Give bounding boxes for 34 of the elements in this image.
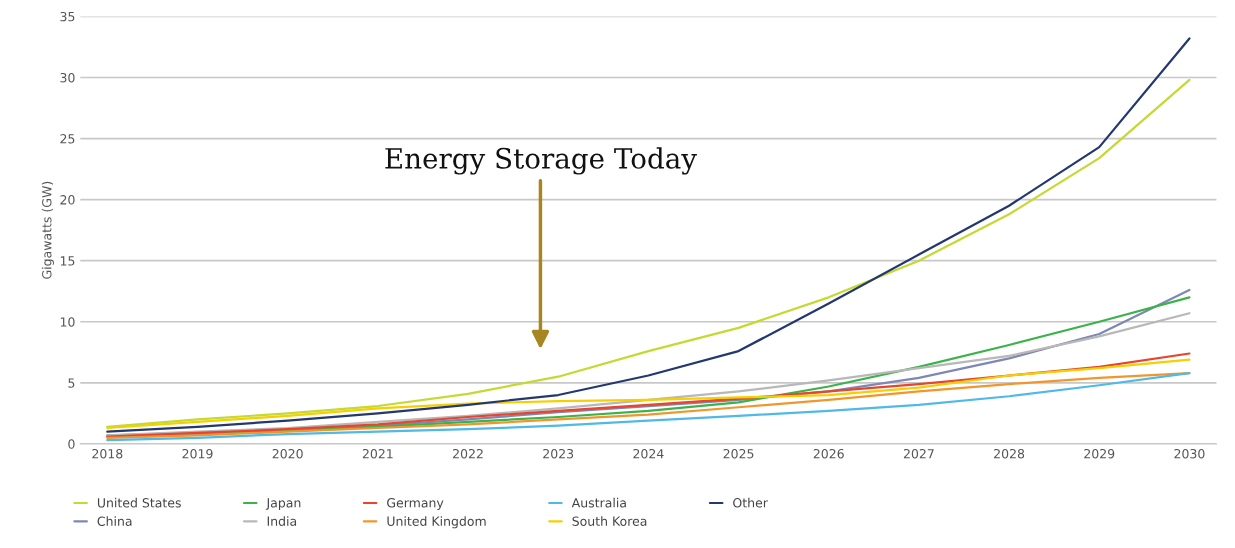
y-tick-label: 35 (60, 11, 75, 22)
y-tick-label: 25 (60, 134, 75, 144)
x-tick-label: 2025 (723, 448, 754, 459)
x-tick-label: 2018 (92, 448, 123, 459)
y-tick-label: 5 (68, 378, 75, 388)
y-tick-label: 10 (60, 317, 75, 327)
y-tick-label: 20 (60, 195, 75, 205)
x-tick-label: 2019 (182, 448, 213, 459)
legend-label: Japan (265, 498, 301, 510)
legend-label: United States (97, 497, 181, 508)
x-tick-label: 2030 (1174, 448, 1205, 459)
legend-label: Other (733, 497, 768, 508)
x-tick-label: 2026 (813, 448, 844, 459)
y-tick-label: 0 (68, 439, 75, 449)
x-tick-label: 2022 (453, 448, 483, 459)
legend-label: Germany (387, 498, 444, 510)
x-tick-label: 2029 (1084, 448, 1115, 459)
line-series (106, 352, 1191, 438)
legend-label: Australia (571, 497, 626, 508)
legend-label: India (267, 516, 297, 526)
x-tick-label: 2028 (994, 448, 1025, 459)
x-tick-label: 2021 (362, 448, 393, 459)
annotation: Energy Storage Today (385, 147, 697, 175)
y-tick-label: 15 (60, 256, 75, 266)
y-tick-label: 30 (60, 72, 75, 83)
legend-label: China (97, 516, 132, 526)
x-tick-label: 2020 (272, 448, 303, 459)
line-series (106, 358, 1191, 430)
legend-label: United Kingdom (387, 516, 486, 529)
legend-label: South Korea (572, 516, 647, 526)
x-tick-label: 2024 (633, 448, 664, 459)
y-axis-title: Gigawatts (GW) (41, 181, 54, 279)
x-tick-label: 2027 (903, 448, 934, 459)
x-tick-label: 2023 (543, 448, 574, 459)
